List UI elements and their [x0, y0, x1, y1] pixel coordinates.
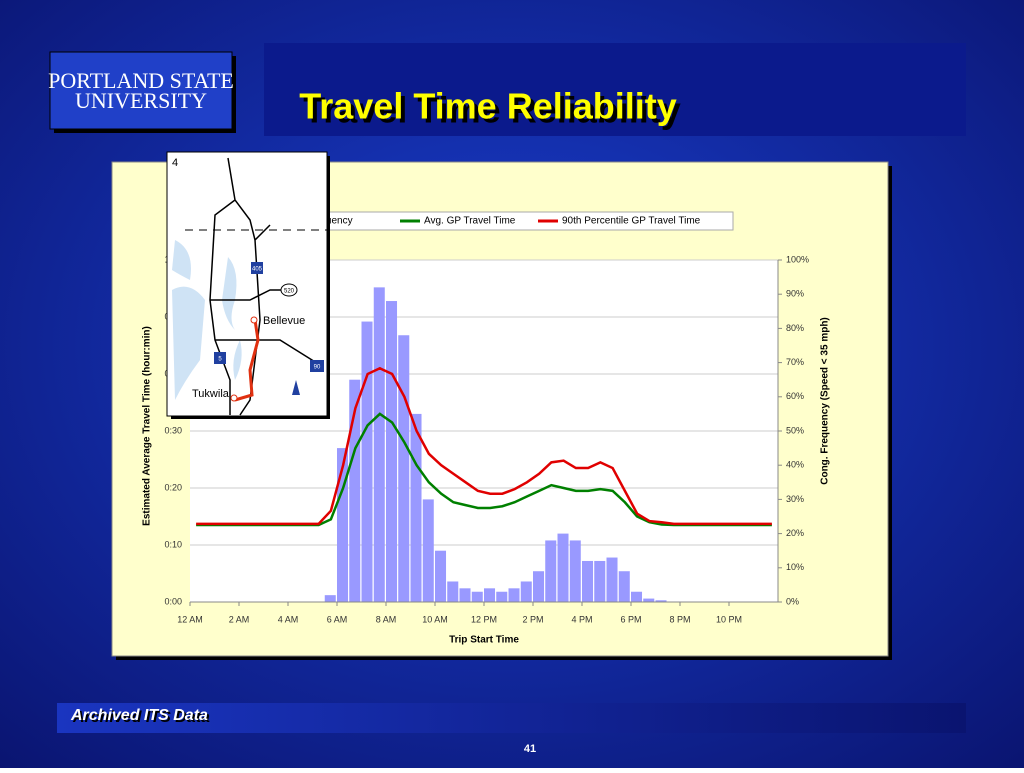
- legend-label: Avg. GP Travel Time: [424, 216, 516, 227]
- y2-tick-label: 40%: [786, 460, 804, 470]
- bar: [373, 287, 385, 602]
- y2-tick-label: 10%: [786, 562, 804, 572]
- bar: [582, 560, 594, 602]
- bar: [447, 581, 459, 602]
- x-tick-label: 6 PM: [620, 614, 641, 624]
- y-axis-label: Estimated Average Travel Time (hour:min): [142, 326, 153, 526]
- logo-box: [49, 51, 233, 130]
- x-tick-label: 4 AM: [278, 614, 299, 624]
- x-tick-label: 12 PM: [471, 614, 497, 624]
- x-tick-label: 10 AM: [422, 614, 448, 624]
- bar: [557, 533, 569, 602]
- x-tick-label: 12 AM: [177, 614, 203, 624]
- bar: [459, 588, 471, 602]
- bar: [484, 588, 496, 602]
- x-tick-label: 10 PM: [716, 614, 742, 624]
- bar: [631, 591, 643, 602]
- y2-tick-label: 70%: [786, 357, 804, 367]
- footer-text: Archived ITS Data: [70, 707, 208, 724]
- y2-tick-label: 60%: [786, 391, 804, 401]
- bar: [471, 591, 483, 602]
- map-label: Tukwila: [192, 388, 230, 400]
- y-tick-label: 0:00: [164, 596, 182, 606]
- y2-tick-label: 20%: [786, 528, 804, 538]
- x-tick-label: 8 PM: [669, 614, 690, 624]
- y-tick-label: 0:20: [164, 482, 182, 492]
- title-shadow: Travel Time Reliability: [303, 90, 681, 131]
- bar: [422, 499, 434, 602]
- map-label: 5: [218, 357, 222, 363]
- bar: [349, 379, 361, 602]
- bar: [569, 540, 581, 602]
- map: 4 Bellevue Tukwila 405 520 5 90: [166, 151, 330, 419]
- bar: [655, 600, 667, 602]
- footer-bar: [57, 703, 966, 733]
- x-tick-label: 2 PM: [522, 614, 543, 624]
- map-label: 4: [172, 157, 178, 169]
- x-tick-label: 4 PM: [571, 614, 592, 624]
- title: Travel Time Reliability: [299, 86, 677, 127]
- bar: [361, 321, 373, 602]
- bar: [508, 588, 520, 602]
- bar: [324, 595, 336, 602]
- logo-text: PORTLAND STATE: [48, 68, 234, 93]
- y2-tick-label: 80%: [786, 323, 804, 333]
- y2-tick-label: 100%: [786, 254, 809, 264]
- map-label: 90: [314, 365, 321, 371]
- map-label: Bellevue: [263, 315, 305, 327]
- bar: [410, 413, 422, 602]
- bar: [496, 591, 508, 602]
- y2-tick-label: 90%: [786, 289, 804, 299]
- legend-label: 90th Percentile GP Travel Time: [562, 216, 701, 227]
- bar: [533, 571, 545, 602]
- bar: [606, 557, 618, 602]
- page-number: 41: [524, 743, 536, 755]
- bar: [594, 560, 606, 602]
- logo-text: UNIVERSITY: [75, 88, 207, 113]
- map-label: 520: [284, 289, 295, 295]
- bar: [618, 571, 630, 602]
- y-tick-label: 0:30: [164, 425, 182, 435]
- map-label: 405: [252, 267, 263, 273]
- y-tick-label: 0:10: [164, 539, 182, 549]
- bar: [337, 448, 349, 602]
- bar: [545, 540, 557, 602]
- x-axis-label: Trip Start Time: [449, 635, 519, 646]
- line: [196, 366, 772, 526]
- bar: [643, 598, 655, 602]
- y2-tick-label: 0%: [786, 596, 799, 606]
- x-tick-label: 8 AM: [376, 614, 397, 624]
- bar: [520, 581, 532, 602]
- y2-axis-label: Cong. Frequency (Speed < 35 mph): [820, 317, 831, 485]
- bar: [435, 550, 447, 602]
- bar: [398, 335, 410, 602]
- x-tick-label: 6 AM: [327, 614, 348, 624]
- title-bar: [264, 43, 966, 136]
- bar: [386, 301, 398, 602]
- x-tick-label: 2 AM: [229, 614, 250, 624]
- footer-shadow: Archived ITS Data: [72, 709, 210, 726]
- y2-tick-label: 30%: [786, 494, 804, 504]
- y2-tick-label: 50%: [786, 425, 804, 435]
